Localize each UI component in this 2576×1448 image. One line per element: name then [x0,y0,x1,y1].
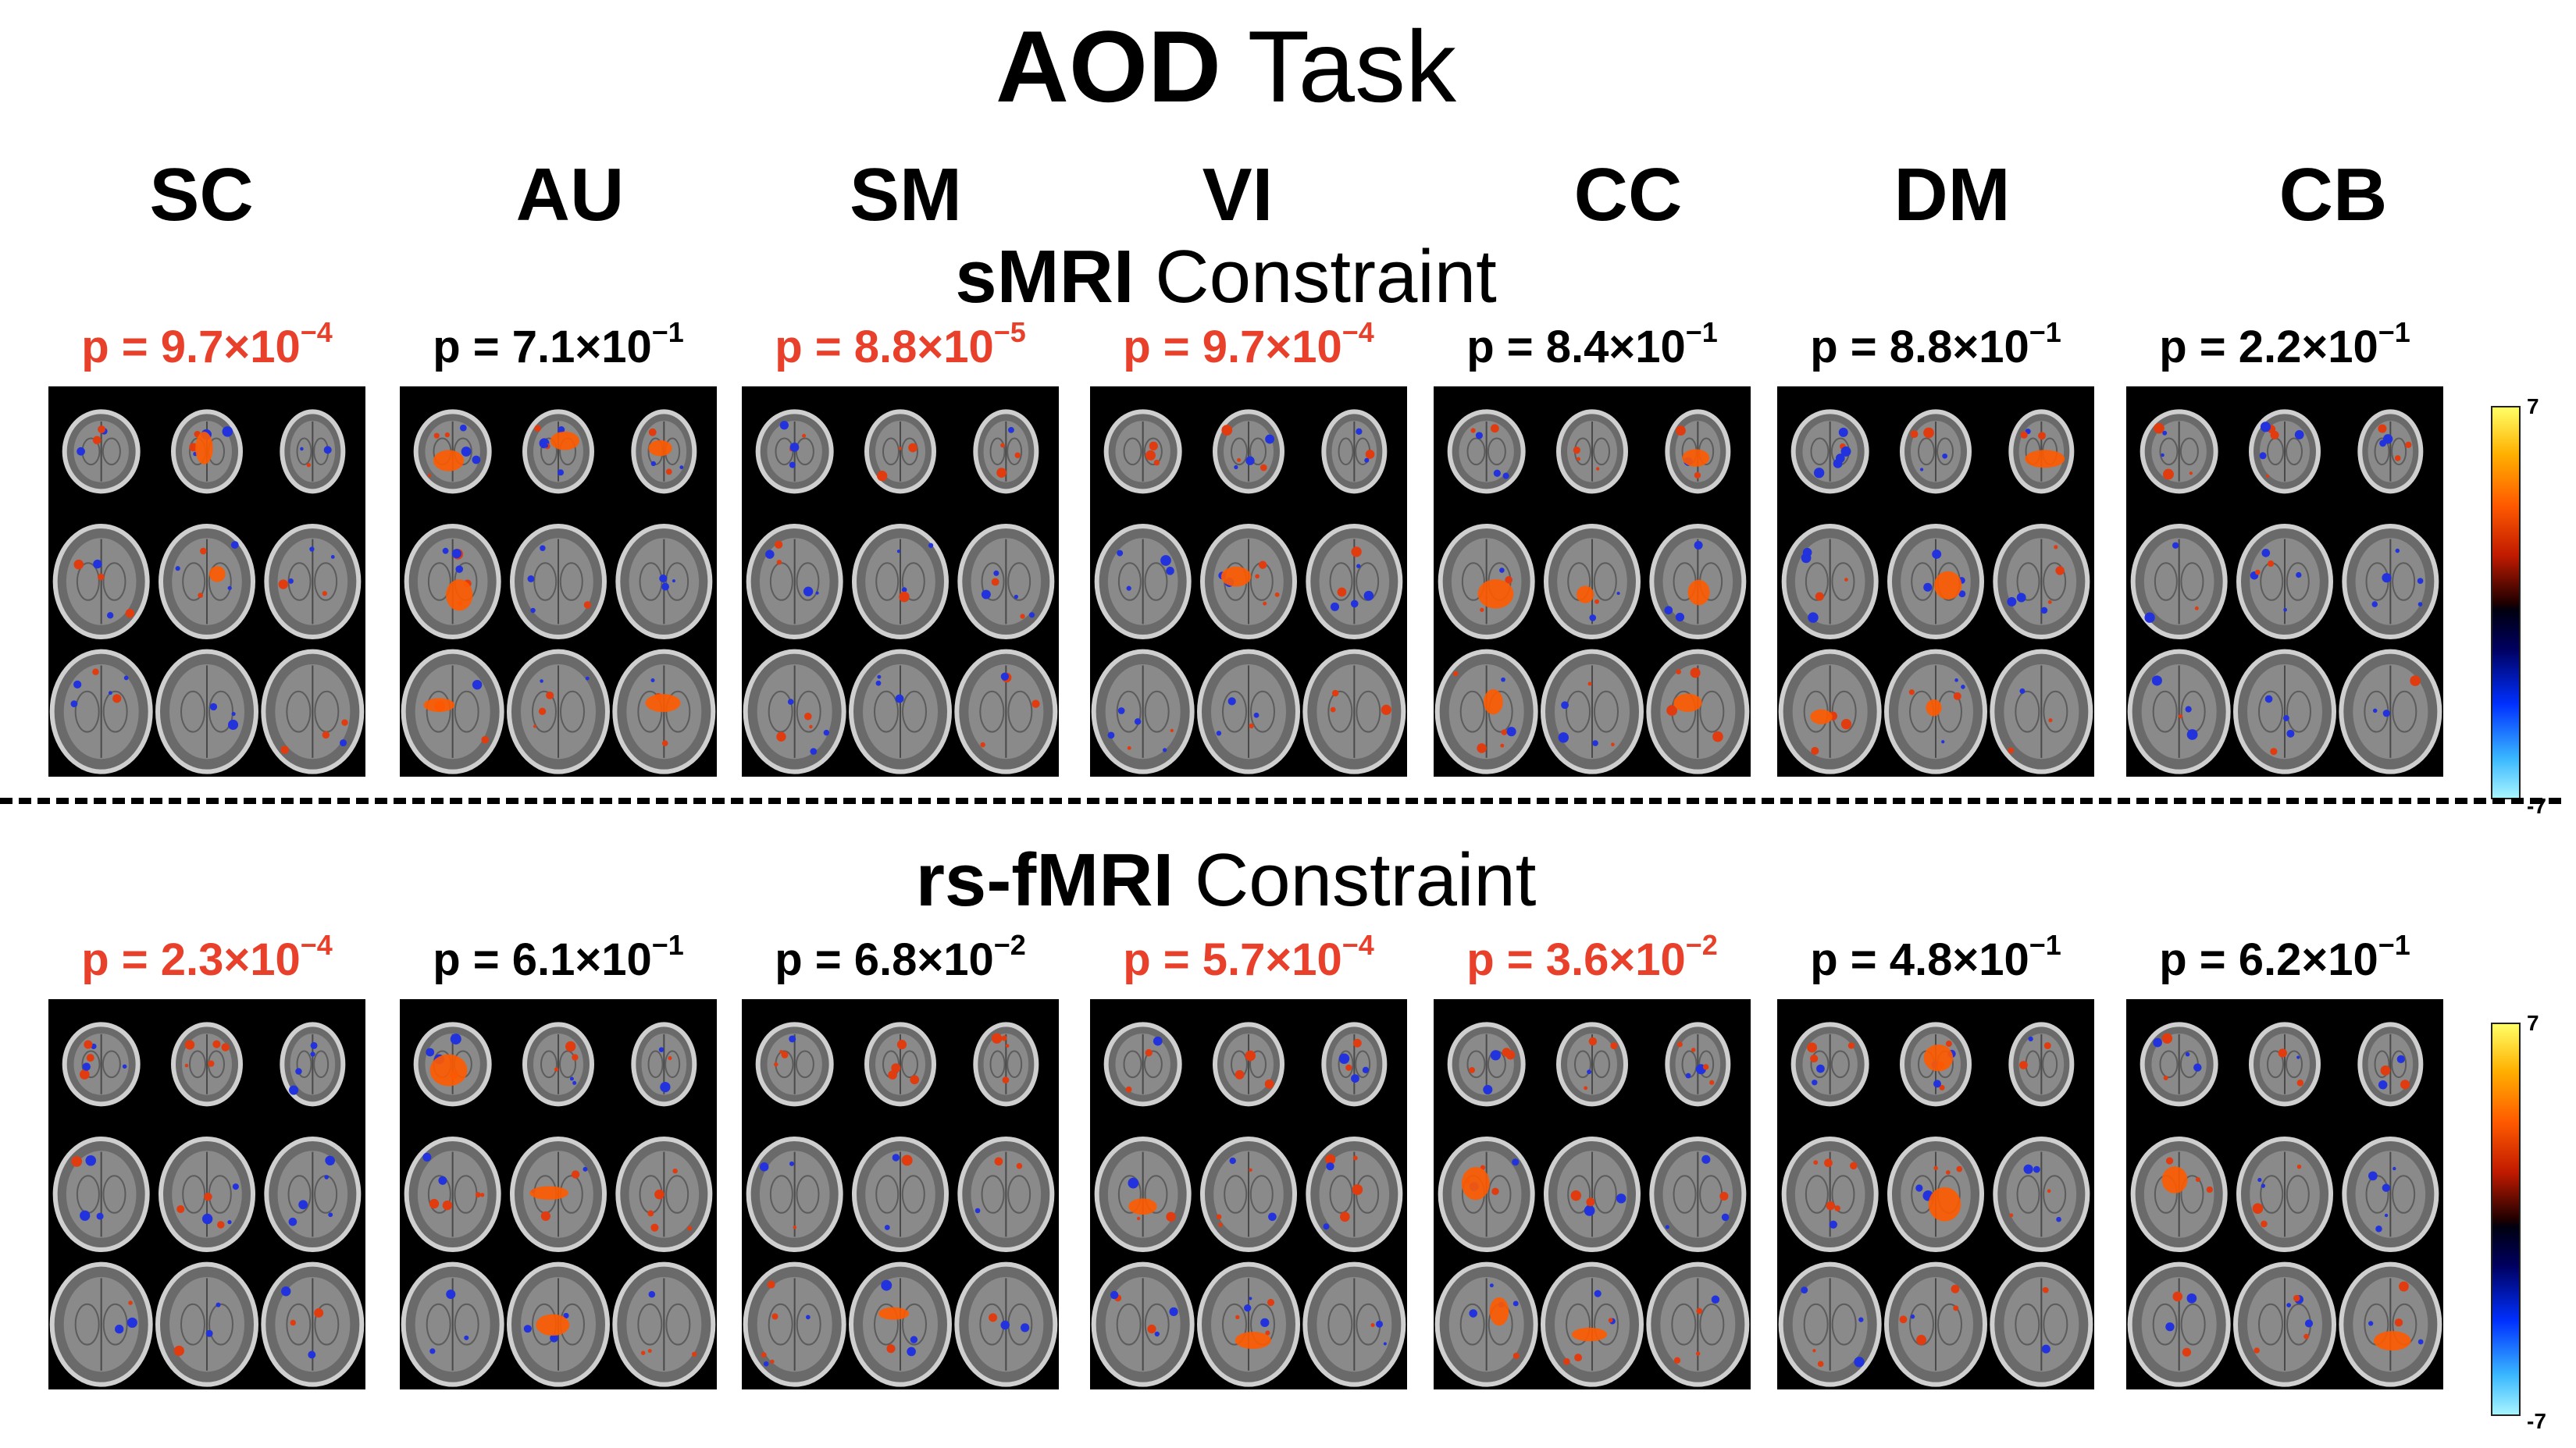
p-value-mantissa: p = 5.7×10 [1123,934,1342,985]
domain-label-dm: DM [1894,153,2011,237]
p-value-exponent: −4 [1341,929,1374,961]
p-value-mantissa: p = 6.2×10 [2159,934,2378,985]
colorbar-max-label: 7 [2527,394,2539,418]
domain-label-cc: CC [1573,153,1683,237]
brain-montage-cb [2126,999,2443,1389]
p-value-mantissa: p = 4.8×10 [1810,934,2029,985]
p-value-exponent: −1 [1685,316,1718,348]
p-value-exponent: −5 [993,316,1026,348]
p-value-cc: p = 8.4×10−1 [1424,318,1760,375]
p-value-exponent: −4 [1341,316,1374,348]
dashed-divider [0,798,2561,804]
p-value-mantissa: p = 8.4×10 [1466,322,1686,372]
brain-montage-cc [1434,386,1751,777]
p-value-au: p = 6.1×10−1 [390,931,726,987]
p-value-exponent: −1 [2378,316,2410,348]
p-value-mantissa: p = 6.1×10 [433,934,652,985]
section-title-rest: Constraint [1174,838,1537,922]
p-value-mantissa: p = 9.7×10 [81,322,301,372]
section-title-rsfmri: rs-fMRI Constraint [0,838,2452,923]
figure-title: AOD Task [0,8,2452,125]
brain-montage-au [400,386,717,777]
p-value-mantissa: p = 7.1×10 [433,322,652,372]
p-value-dm: p = 8.8×10−1 [1768,318,2104,375]
brain-montage-sm [742,386,1059,777]
brain-montage-dm [1777,386,2094,777]
brain-montage-sm [742,999,1059,1389]
section-title-bold: rs-fMRI [915,838,1174,922]
brain-montage-sc [48,386,365,777]
p-value-exponent: −2 [993,929,1026,961]
p-value-cb: p = 6.2×10−1 [2117,931,2453,987]
section-title-rest: Constraint [1134,235,1497,318]
brain-montage-au [400,999,717,1389]
section-title-bold: sMRI [955,235,1135,318]
p-value-dm: p = 4.8×10−1 [1768,931,2104,987]
domain-label-vi: VI [1202,153,1274,237]
p-value-mantissa: p = 2.2×10 [2159,322,2378,372]
title-bold: AOD [996,9,1221,123]
brain-montage-vi [1090,386,1407,777]
domain-label-sc: SC [149,153,254,237]
p-value-exponent: −4 [300,316,333,348]
p-value-mantissa: p = 2.3×10 [81,934,301,985]
p-value-exponent: −1 [2029,929,2061,961]
p-value-sm: p = 6.8×10−2 [732,931,1068,987]
domain-label-cb: CB [2278,153,2388,237]
brain-montage-dm [1777,999,2094,1389]
domain-header-row: SC AU SM VI CC DM CB [0,144,2576,246]
p-value-exponent: −1 [2378,929,2410,961]
brain-montage-cc [1434,999,1751,1389]
p-value-cb: p = 2.2×10−1 [2117,318,2453,375]
p-value-mantissa: p = 3.6×10 [1466,934,1686,985]
colorbar-smri [2491,406,2521,799]
section-title-smri: sMRI Constraint [0,234,2452,320]
p-value-mantissa: p = 8.8×10 [1810,322,2029,372]
p-value-exponent: −2 [1685,929,1718,961]
p-value-sc: p = 9.7×10−4 [39,318,375,375]
p-value-mantissa: p = 8.8×10 [775,322,994,372]
p-value-sc: p = 2.3×10−4 [39,931,375,987]
p-value-vi: p = 9.7×10−4 [1081,318,1416,375]
domain-label-sm: SM [850,153,962,237]
p-value-exponent: −4 [300,929,333,961]
p-value-exponent: −1 [651,929,684,961]
p-value-cc: p = 3.6×10−2 [1424,931,1760,987]
domain-label-au: AU [515,153,625,237]
colorbar-max-label: 7 [2527,1011,2539,1035]
colorbar-min-label: -7 [2527,1409,2546,1433]
p-value-mantissa: p = 6.8×10 [775,934,994,985]
colorbar-rsfmri [2491,1023,2521,1416]
p-value-vi: p = 5.7×10−4 [1081,931,1416,987]
p-value-mantissa: p = 9.7×10 [1123,322,1342,372]
brain-montage-vi [1090,999,1407,1389]
p-value-exponent: −1 [2029,316,2061,348]
p-value-au: p = 7.1×10−1 [390,318,726,375]
p-value-sm: p = 8.8×10−5 [732,318,1068,375]
p-value-exponent: −1 [651,316,684,348]
title-rest: Task [1220,9,1456,123]
brain-montage-cb [2126,386,2443,777]
brain-montage-sc [48,999,365,1389]
